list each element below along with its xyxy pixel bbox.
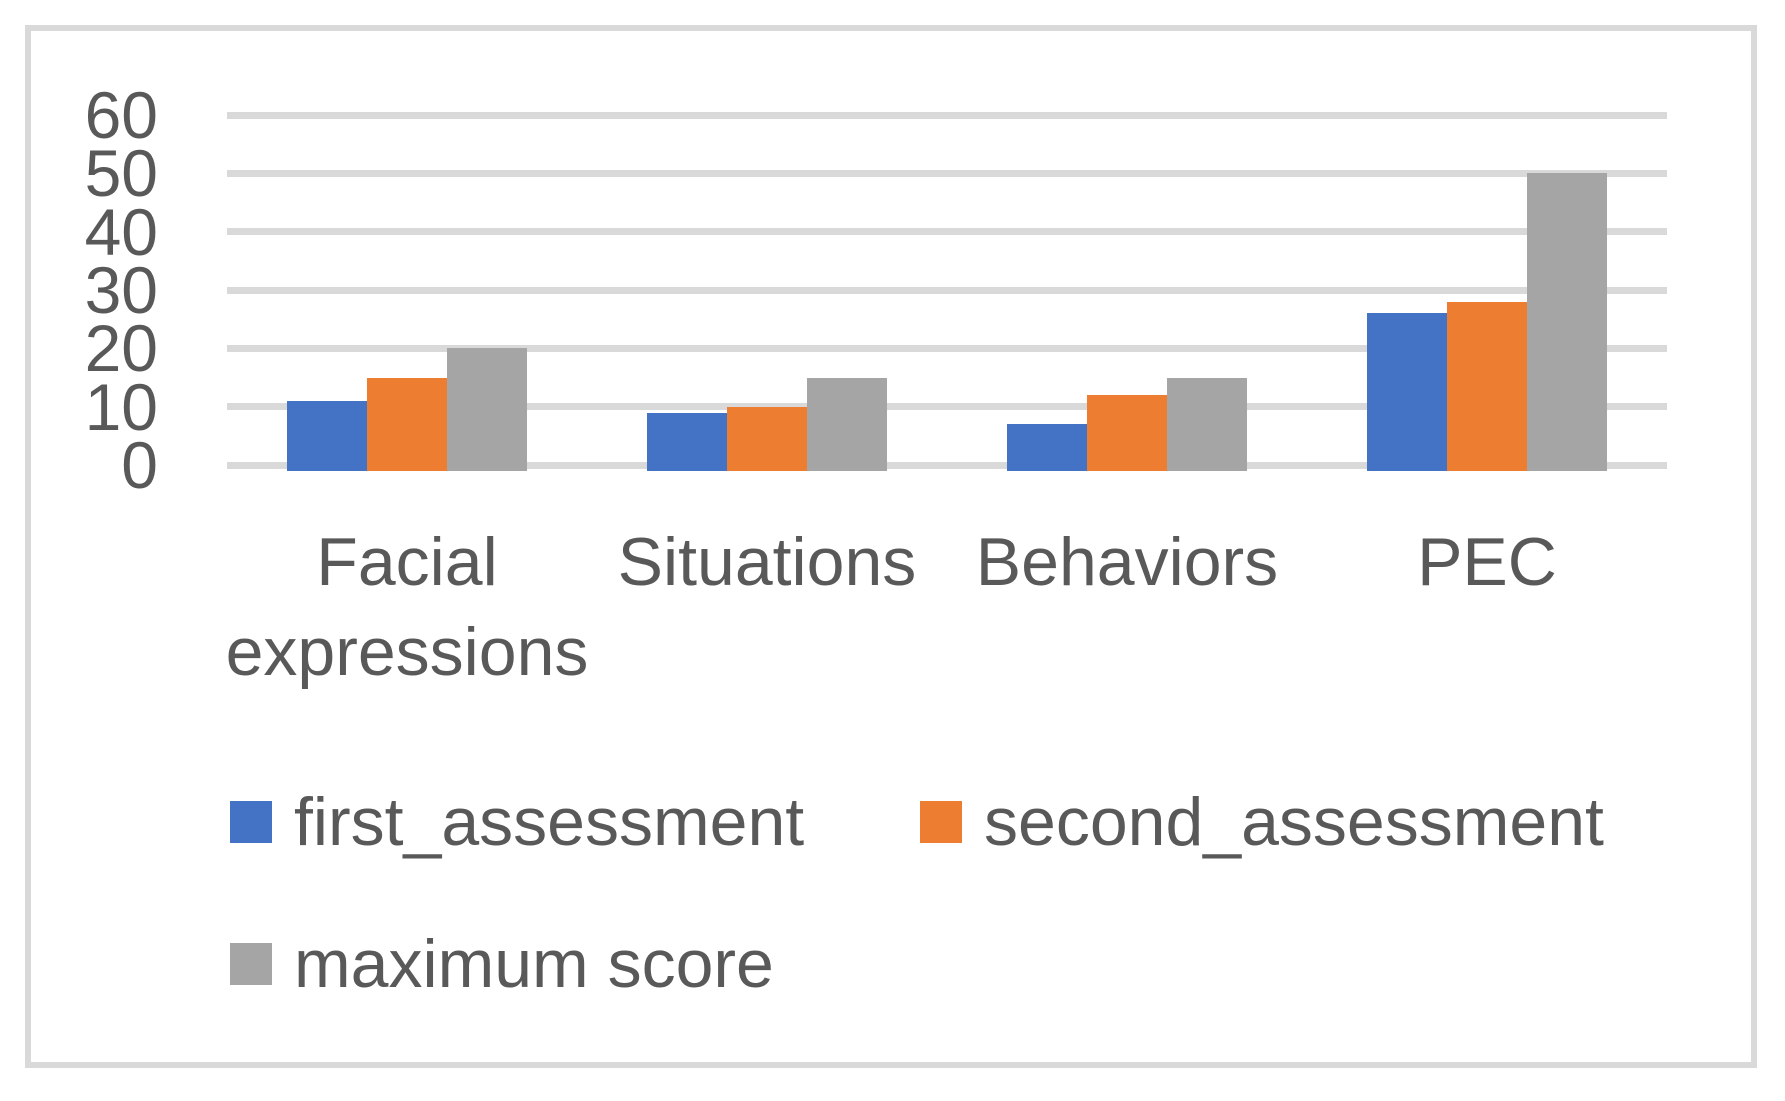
gridline-10 [227, 403, 1667, 411]
x-category-label-line: Behaviors [975, 524, 1279, 600]
bar-facial-expressions-first-assessment [287, 400, 367, 471]
bar-facial-expressions-maximum-score [447, 348, 527, 471]
bar-behaviors-first-assessment [1007, 424, 1087, 471]
bar-behaviors-maximum-score [1167, 377, 1247, 471]
y-tick-label-0: 0 [121, 428, 158, 502]
bar-pec-maximum-score [1527, 173, 1607, 471]
gridline-20 [227, 344, 1667, 352]
y-tick-label-30: 30 [84, 253, 158, 327]
bar-behaviors-second-assessment [1087, 395, 1167, 471]
chart-figure-frame [25, 25, 1757, 1068]
x-category-label-line: expressions [225, 614, 589, 690]
bar-pec-first-assessment [1367, 313, 1447, 471]
x-category-label-situations: Situations [557, 517, 977, 607]
y-tick-label-50: 50 [84, 136, 158, 211]
x-category-label-line: PEC [1417, 524, 1557, 600]
x-axis-line [227, 461, 1667, 469]
x-category-label-line: Situations [617, 524, 917, 600]
bar-facial-expressions-second-assessment [367, 377, 447, 471]
bar-pec-second-assessment [1447, 301, 1527, 471]
bar-situations-second-assessment [727, 406, 807, 471]
gridline-60 [227, 111, 1667, 119]
y-tick-label-40: 40 [84, 194, 158, 269]
x-category-label-behaviors: Behaviors [917, 517, 1337, 607]
x-category-label-pec: PEC [1277, 517, 1697, 607]
bar-situations-first-assessment [647, 412, 727, 471]
y-tick-label-60: 60 [84, 78, 158, 152]
gridline-50 [227, 169, 1667, 177]
y-tick-label-10: 10 [84, 369, 158, 444]
bar-situations-maximum-score [807, 377, 887, 471]
y-tick-label-20: 20 [84, 311, 158, 386]
gridline-30 [227, 286, 1667, 294]
gridline-40 [227, 228, 1667, 236]
x-category-label-facial-expressions: Facial expressions [197, 517, 617, 697]
x-category-label-line: Facial [316, 524, 498, 600]
